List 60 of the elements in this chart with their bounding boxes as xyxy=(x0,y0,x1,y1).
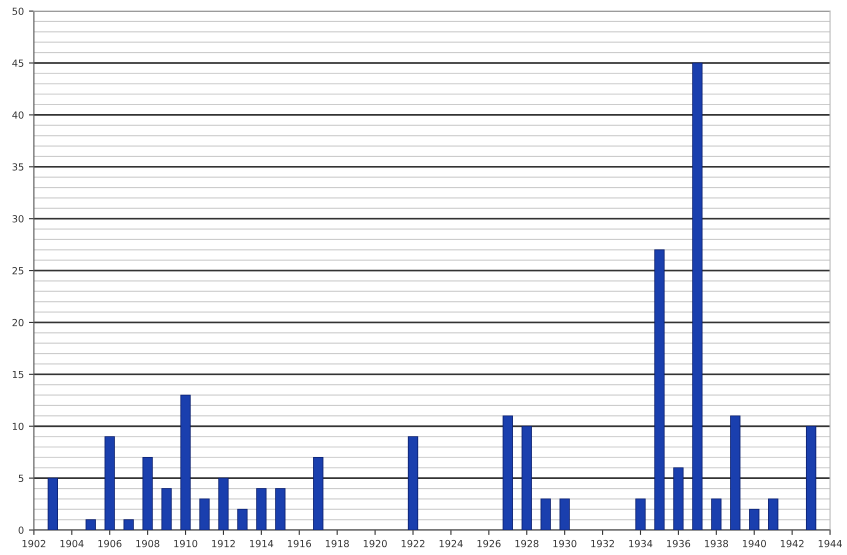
x-tick-label: 1922 xyxy=(402,540,424,548)
x-tick-label: 1918 xyxy=(326,540,349,548)
y-tick-label: 15 xyxy=(12,370,24,378)
bar xyxy=(654,249,665,530)
bar xyxy=(540,498,551,530)
x-tick-label: 1920 xyxy=(364,540,387,548)
bar xyxy=(408,436,418,530)
x-tick-label: 1938 xyxy=(705,540,728,548)
x-tick-label: 1916 xyxy=(288,540,312,548)
x-tick-label: 1912 xyxy=(212,540,235,548)
bar xyxy=(522,426,532,530)
bar xyxy=(635,498,646,530)
bar xyxy=(237,508,248,530)
x-tick-label: 1904 xyxy=(60,540,84,548)
x-tick-label: 1914 xyxy=(250,540,274,548)
bar xyxy=(768,498,778,530)
bar xyxy=(199,498,210,530)
bar xyxy=(104,436,115,530)
x-tick-label: 1924 xyxy=(440,540,463,548)
bar xyxy=(749,508,760,530)
y-tick-label: 45 xyxy=(12,60,24,67)
bar xyxy=(313,456,324,530)
y-tick-label: 0 xyxy=(18,526,24,534)
y-tick-label: 10 xyxy=(12,422,24,430)
bar xyxy=(142,456,153,530)
bar xyxy=(502,415,513,530)
bar xyxy=(673,467,684,530)
x-tick-label: 1944 xyxy=(818,540,842,548)
x-tick-label: 1902 xyxy=(22,540,46,548)
bar xyxy=(275,488,286,530)
bar xyxy=(48,478,58,530)
bar xyxy=(560,498,570,530)
x-tick-label: 1932 xyxy=(591,540,614,548)
bar xyxy=(730,415,740,530)
x-tick-label: 1940 xyxy=(742,540,766,548)
x-tick-label: 1908 xyxy=(136,540,160,548)
bar xyxy=(806,426,816,530)
y-tick-label: 30 xyxy=(12,215,24,222)
y-tick-label: 35 xyxy=(12,163,24,171)
x-tick-label: 1928 xyxy=(515,540,538,548)
x-tick-label: 1906 xyxy=(98,540,122,548)
bar xyxy=(86,519,96,530)
bar xyxy=(124,519,134,530)
bar xyxy=(692,62,703,530)
x-tick-label: 1934 xyxy=(629,540,652,548)
bar xyxy=(161,488,172,530)
y-tick-label: 25 xyxy=(12,267,24,274)
bar xyxy=(180,394,191,530)
bar xyxy=(256,488,267,530)
y-tick-label: 40 xyxy=(12,111,24,119)
y-tick-label: 20 xyxy=(12,318,24,326)
x-tick-label: 1926 xyxy=(478,540,501,548)
bar xyxy=(711,498,722,530)
y-tick-label: 50 xyxy=(12,8,24,15)
y-tick-label: 5 xyxy=(18,474,24,482)
x-tick-label: 1942 xyxy=(780,540,804,548)
x-tick-label: 1936 xyxy=(667,540,690,548)
x-tick-label: 1930 xyxy=(553,540,576,548)
x-tick-label: 1910 xyxy=(174,540,198,548)
bar xyxy=(218,478,229,530)
